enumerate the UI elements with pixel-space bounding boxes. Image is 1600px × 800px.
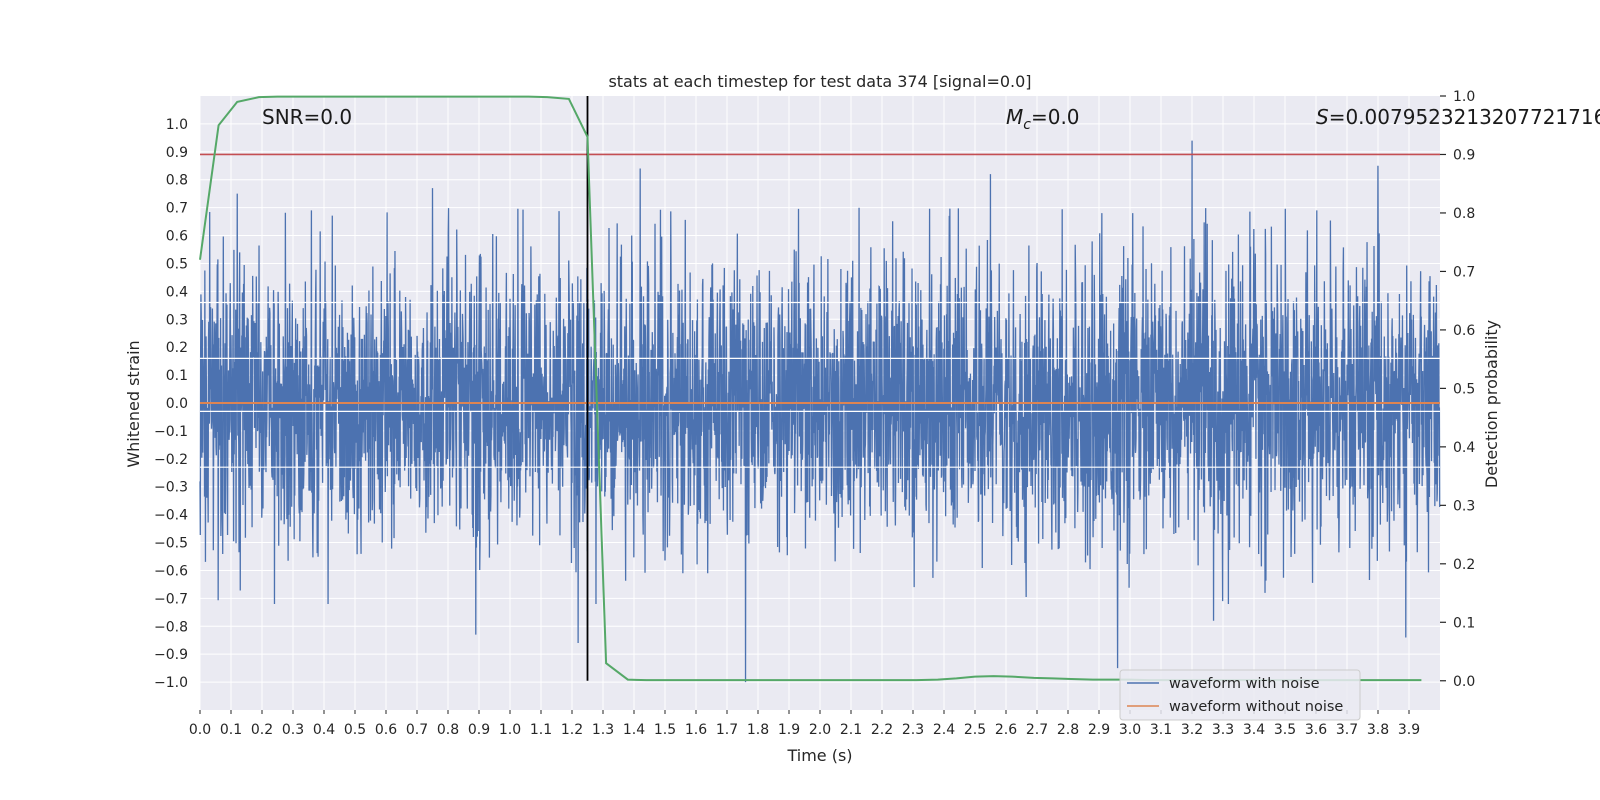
y2-tick-label-6: 0.4	[1453, 440, 1475, 456]
y2-tick-label-10: 0.0	[1453, 674, 1475, 690]
y-axis-label: Whitened strain	[124, 340, 143, 467]
legend: waveform with noise waveform without noi…	[1120, 670, 1360, 720]
x-tick-label-37: 3.7	[1336, 722, 1358, 738]
y-tick-label-8: 0.2	[166, 340, 188, 356]
y-tick-label-7: 0.3	[166, 312, 188, 328]
y2-tick-label-2: 0.8	[1453, 206, 1475, 222]
x-tick-label-15: 1.5	[654, 722, 676, 738]
y-tick-label-4: 0.6	[166, 229, 188, 245]
chirp-mass-symbol: M	[1006, 105, 1023, 129]
x-tick-label-22: 2.2	[871, 722, 893, 738]
x-tick-label-36: 3.6	[1305, 722, 1327, 738]
y-tick-label-15: −0.5	[154, 536, 188, 552]
x-tick-label-12: 1.2	[561, 722, 583, 738]
y-tick-label-18: −0.8	[154, 619, 188, 635]
x-tick-label-4: 0.4	[313, 722, 335, 738]
x-tick-label-18: 1.8	[747, 722, 769, 738]
y-tick-label-16: −0.6	[154, 563, 188, 579]
x-tick-label-31: 3.1	[1150, 722, 1172, 738]
x-tick-label-10: 1.0	[499, 722, 521, 738]
y-tick-label-2: 0.8	[166, 173, 188, 189]
annotation-chirp-mass: Mc=0.0	[1006, 105, 1080, 133]
y2-tick-label-5: 0.5	[1453, 381, 1475, 397]
y-tick-label-11: −0.1	[154, 424, 188, 440]
y2-tick-label-8: 0.2	[1453, 557, 1475, 573]
x-tick-label-0: 0.0	[189, 722, 211, 738]
y-tick-label-0: 1.0	[166, 117, 188, 133]
legend-label-noise: waveform with noise	[1169, 676, 1320, 692]
y-tick-label-1: 0.9	[166, 145, 188, 161]
chart-title: stats at each timestep for test data 374…	[608, 72, 1031, 91]
x-tick-label-14: 1.4	[623, 722, 645, 738]
y2-tick-label-0: 1.0	[1453, 89, 1475, 105]
y2-tick-label-9: 0.1	[1453, 615, 1475, 631]
y2-axis-label: Detection probability	[1482, 320, 1501, 488]
x-tick-label-17: 1.7	[716, 722, 738, 738]
x-tick-label-6: 0.6	[375, 722, 397, 738]
x-tick-label-30: 3.0	[1119, 722, 1141, 738]
x-tick-label-33: 3.3	[1212, 722, 1234, 738]
y2-tick-label-1: 0.9	[1453, 147, 1475, 163]
y-tick-label-14: −0.4	[154, 508, 188, 524]
y2-tick-label-4: 0.6	[1453, 323, 1475, 339]
figure: 0.0 0.1 0.2 0.3 0.4 0.5 0.6 0.7 0.8 0.9 1.0 1.1 1.2 1…	[0, 0, 1600, 800]
x-tick-label-13: 1.3	[592, 722, 614, 738]
x-tick-label-11: 1.1	[530, 722, 552, 738]
y-tick-label-10: 0.0	[166, 396, 188, 412]
y2-tick-label-7: 0.3	[1453, 498, 1475, 514]
x-tick-label-24: 2.4	[933, 722, 955, 738]
x-tick-label-35: 3.5	[1274, 722, 1296, 738]
x-tick-label-7: 0.7	[406, 722, 428, 738]
x-tick-label-20: 2.0	[809, 722, 831, 738]
x-axis-label: Time (s)	[786, 746, 852, 765]
x-tick-label-9: 0.9	[468, 722, 490, 738]
x-tick-label-39: 3.9	[1398, 722, 1420, 738]
x-tick-label-8: 0.8	[437, 722, 459, 738]
x-tick-label-21: 2.1	[840, 722, 862, 738]
x-tick-label-19: 1.9	[778, 722, 800, 738]
y-tick-label-19: −0.9	[154, 647, 188, 663]
annotation-snr: SNR=0.0	[262, 105, 352, 129]
x-tick-label-28: 2.8	[1057, 722, 1079, 738]
y-tick-label-20: −1.0	[154, 675, 188, 691]
x-tick-label-34: 3.4	[1243, 722, 1265, 738]
chirp-mass-value: =0.0	[1031, 105, 1080, 129]
legend-label-clean: waveform without noise	[1169, 699, 1343, 715]
x-tick-label-23: 2.3	[902, 722, 924, 738]
x-tick-label-27: 2.7	[1026, 722, 1048, 738]
y2-tick-label-3: 0.7	[1453, 264, 1475, 280]
x-tick-label-3: 0.3	[282, 722, 304, 738]
s-symbol: S	[1316, 105, 1329, 129]
y-tick-label-3: 0.7	[166, 201, 188, 217]
x-tick-label-5: 0.5	[344, 722, 366, 738]
x-tick-label-32: 3.2	[1181, 722, 1203, 738]
x-tick-label-16: 1.6	[685, 722, 707, 738]
y-tick-label-13: −0.3	[154, 480, 188, 496]
x-tick-label-38: 3.8	[1367, 722, 1389, 738]
y-tick-label-9: 0.1	[166, 368, 188, 384]
x-tick-label-26: 2.6	[995, 722, 1017, 738]
s-value: =0.0079523213207721716	[1329, 105, 1600, 129]
x-tick-label-1: 0.1	[220, 722, 242, 738]
x-tick-label-29: 2.9	[1088, 722, 1110, 738]
y-tick-label-17: −0.7	[154, 591, 188, 607]
x-tick-label-2: 0.2	[251, 722, 273, 738]
y-tick-label-5: 0.5	[166, 256, 188, 272]
x-tick-label-25: 2.5	[964, 722, 986, 738]
y-tick-label-12: −0.2	[154, 452, 188, 468]
annotation-s-value: S=0.0079523213207721716	[1316, 105, 1600, 129]
y-tick-label-6: 0.4	[166, 284, 188, 300]
